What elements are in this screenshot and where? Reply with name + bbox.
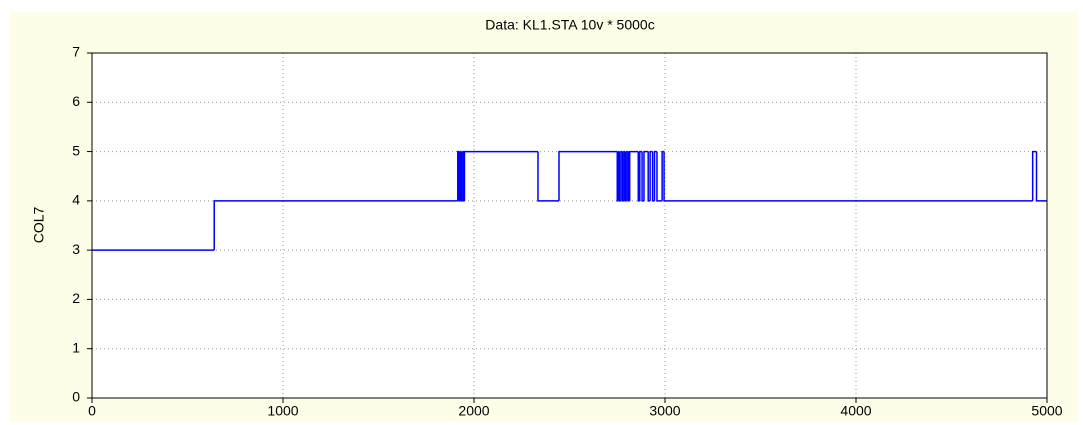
y-tick-label: 6 [72, 93, 80, 109]
y-tick-label: 5 [72, 142, 80, 158]
line-step [626, 150, 629, 201]
y-tick-label: 2 [72, 290, 80, 306]
line-step [462, 150, 464, 201]
y-tick-label: 0 [72, 389, 80, 405]
y-tick-label: 1 [72, 339, 80, 355]
x-tick-label: 2000 [458, 403, 489, 419]
line-step [643, 150, 649, 201]
line-step [653, 150, 657, 201]
line-step [457, 150, 460, 201]
x-tick-label: 4000 [840, 403, 871, 419]
line-step [639, 150, 643, 201]
line-step [649, 150, 653, 201]
line-step [656, 151, 663, 202]
y-tick-label: 3 [72, 241, 80, 257]
plot-background [92, 53, 1047, 398]
line-step [213, 200, 458, 251]
line-step [1035, 151, 1047, 202]
chart-title: Data: KL1.STA 10v * 5000c [485, 17, 654, 33]
line-step [628, 150, 639, 201]
line-step [463, 150, 538, 201]
x-tick-label: 1000 [267, 403, 298, 419]
x-tick-label: 3000 [649, 403, 680, 419]
line-step [663, 151, 1033, 202]
line-step [537, 151, 559, 202]
line-step [620, 150, 623, 201]
plot-layer: 0 1 2 3 4 5 6 7 0 1000 2000 3000 4000 5000 [72, 44, 1063, 419]
line-step [459, 150, 462, 201]
line-step [617, 150, 620, 201]
plot-frame [91, 52, 1048, 399]
line-step [623, 150, 626, 201]
y-tick-label: 4 [72, 192, 80, 208]
x-tick-label: 0 [88, 403, 96, 419]
line-step [1031, 150, 1037, 201]
line-step [661, 150, 665, 201]
line-step [558, 150, 618, 201]
y-axis-label: COL7 [31, 207, 47, 244]
x-tick-label: 5000 [1031, 403, 1062, 419]
y-tick-label: 7 [72, 44, 80, 60]
